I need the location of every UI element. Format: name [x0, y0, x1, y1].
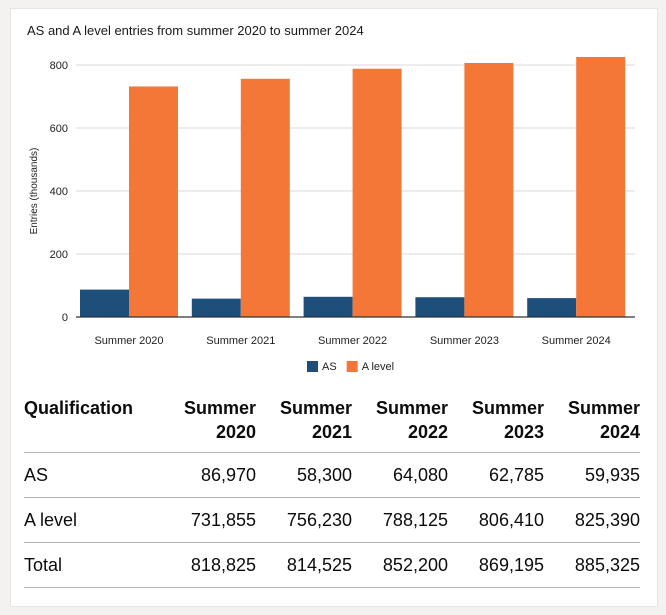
- table-cell: 64,080: [352, 452, 448, 498]
- row-label: AS: [24, 452, 160, 498]
- header-line2: 2022: [407, 422, 448, 442]
- header-summer-2023: Summer 2023: [448, 392, 544, 453]
- header-summer-2024: Summer 2024: [544, 392, 640, 453]
- x-tick-label: Summer 2021: [206, 335, 275, 347]
- x-tick-label: Summer 2024: [542, 335, 611, 347]
- legend-label: A level: [362, 361, 394, 373]
- header-line1: Summer: [375, 398, 448, 418]
- header-summer-2021: Summer 2021: [256, 392, 352, 453]
- bar-as: [415, 297, 465, 317]
- table-cell: 852,200: [352, 542, 448, 588]
- table-cell: 806,410: [448, 497, 544, 543]
- chart-title: AS and A level entries from summer 2020 …: [27, 23, 364, 38]
- x-tick-label: Summer 2020: [94, 335, 163, 347]
- table-cell: 59,935: [544, 452, 640, 498]
- header-line1: Summer: [567, 398, 640, 418]
- header-summer-2020: Summer 2020: [160, 392, 256, 453]
- table-cell: 825,390: [544, 497, 640, 543]
- table-row: AS 86,970 58,300 64,080 62,785 59,935: [24, 452, 640, 498]
- row-label: Total: [24, 542, 160, 588]
- x-tick-label: Summer 2023: [430, 335, 499, 347]
- table-cell: 814,525: [256, 542, 352, 588]
- header-summer-2022: Summer 2022: [352, 392, 448, 453]
- table-cell: 818,825: [160, 542, 256, 588]
- bar-as: [527, 298, 577, 317]
- legend-label: AS: [322, 361, 337, 373]
- header-line1: Summer: [471, 398, 544, 418]
- header-qualification: Qualification: [24, 392, 160, 453]
- table-card: Qualification Summer 2020 Summer 2021 Su…: [10, 380, 658, 607]
- bar-as: [80, 289, 129, 317]
- table-cell: 58,300: [256, 452, 352, 498]
- table-row: A level 731,855 756,230 788,125 806,410 …: [24, 497, 640, 543]
- header-line2: 2024: [599, 422, 640, 442]
- table-cell: 885,325: [544, 542, 640, 588]
- y-axis-title: Entries (thousands): [29, 148, 40, 235]
- row-label: A level: [24, 497, 160, 543]
- entries-table: Qualification Summer 2020 Summer 2021 Su…: [24, 392, 640, 588]
- table-cell: 731,855: [160, 497, 256, 543]
- header-line2: 2020: [215, 422, 256, 442]
- table-row: Total 818,825 814,525 852,200 869,195 88…: [24, 542, 640, 588]
- y-tick-label: 800: [50, 60, 68, 72]
- bar-a-level: [352, 68, 402, 317]
- y-tick-label: 400: [50, 186, 68, 198]
- legend-swatch: [307, 361, 318, 372]
- bars: [80, 57, 626, 318]
- bar-as: [191, 298, 241, 317]
- bar-as: [303, 296, 353, 317]
- y-tick-label: 600: [50, 123, 68, 135]
- header-line2: 2021: [311, 422, 352, 442]
- y-tick-label: 0: [62, 312, 68, 324]
- y-tick-label: 200: [50, 249, 68, 261]
- x-tick-label: Summer 2022: [318, 335, 387, 347]
- header-line1: Summer: [279, 398, 352, 418]
- header-line2: 2023: [503, 422, 544, 442]
- bar-a-level: [129, 86, 178, 318]
- header-line1: Summer: [183, 398, 256, 418]
- table-cell: 86,970: [160, 452, 256, 498]
- table-cell: 788,125: [352, 497, 448, 543]
- table-cell: 62,785: [448, 452, 544, 498]
- axis: 0 200 400 600 800 Entries (thousands) Summer 2…: [29, 60, 635, 347]
- bar-a-level: [576, 57, 626, 318]
- bar-chart: 0 200 400 600 800 Entries (thousands) Summer 2…: [29, 57, 635, 373]
- bar-a-level: [240, 78, 290, 317]
- chart-card: AS and A level entries from summer 2020 …: [10, 8, 658, 382]
- legend-swatch: [346, 361, 358, 372]
- bar-a-level: [464, 62, 514, 317]
- table-header-row: Qualification Summer 2020 Summer 2021 Su…: [24, 392, 640, 453]
- table-cell: 869,195: [448, 542, 544, 588]
- legend: AS A level: [307, 361, 394, 373]
- table-cell: 756,230: [256, 497, 352, 543]
